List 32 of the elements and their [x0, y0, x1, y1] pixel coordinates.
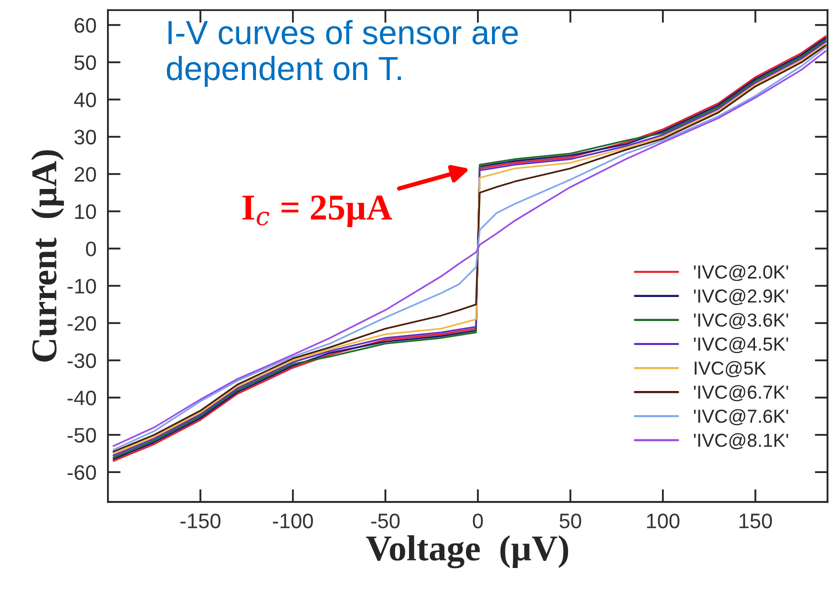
y-tick-label: -30 — [68, 353, 96, 368]
y-tick-label: 40 — [74, 92, 96, 108]
x-tick-label: -100 — [272, 514, 313, 528]
y-tick-label: 10 — [75, 204, 96, 220]
x-tick-label: 50 — [560, 514, 582, 528]
legend-label: 'IVC@6.7K' — [694, 385, 788, 402]
y-tick-label: -20 — [68, 316, 96, 331]
x-tick-label: 0 — [472, 514, 483, 528]
y-tick-label: -10 — [68, 278, 96, 294]
y-tick-label: -40 — [68, 390, 96, 406]
legend-label: 'IVC@7.6K' — [694, 409, 788, 426]
y-axis-title: Current (µA) — [31, 150, 64, 362]
y-tick-label: 0 — [86, 242, 96, 256]
x-tick-label: 100 — [647, 514, 680, 528]
x-tick-label: -150 — [180, 514, 220, 528]
x-axis-title: Voltage (µV) — [366, 535, 568, 568]
legend-label: 'IVC@4.5K' — [694, 336, 788, 354]
legend-label: 'IVC@3.6K' — [694, 312, 788, 330]
legend-label: IVC@5K — [694, 361, 766, 378]
y-tick-label: -60 — [68, 465, 96, 480]
legend-label: 'IVC@2.9K' — [694, 288, 788, 306]
legend-label: 'IVC@8.1K' — [694, 433, 788, 450]
legend-label: 'IVC@2.0K' — [694, 264, 788, 282]
y-tick-label: 50 — [74, 55, 96, 70]
x-tick-label: -50 — [371, 514, 400, 528]
y-tick-label: 30 — [74, 130, 96, 145]
annotation: I$_{c}$ = 25µA — [242, 196, 392, 228]
y-tick-label: 60 — [74, 18, 96, 33]
y-tick-label: -50 — [68, 428, 96, 443]
annotation: I-V curves of sensor are dependent on T. — [166, 20, 518, 87]
y-tick-label: 20 — [74, 167, 96, 182]
x-tick-label: 150 — [740, 514, 772, 528]
